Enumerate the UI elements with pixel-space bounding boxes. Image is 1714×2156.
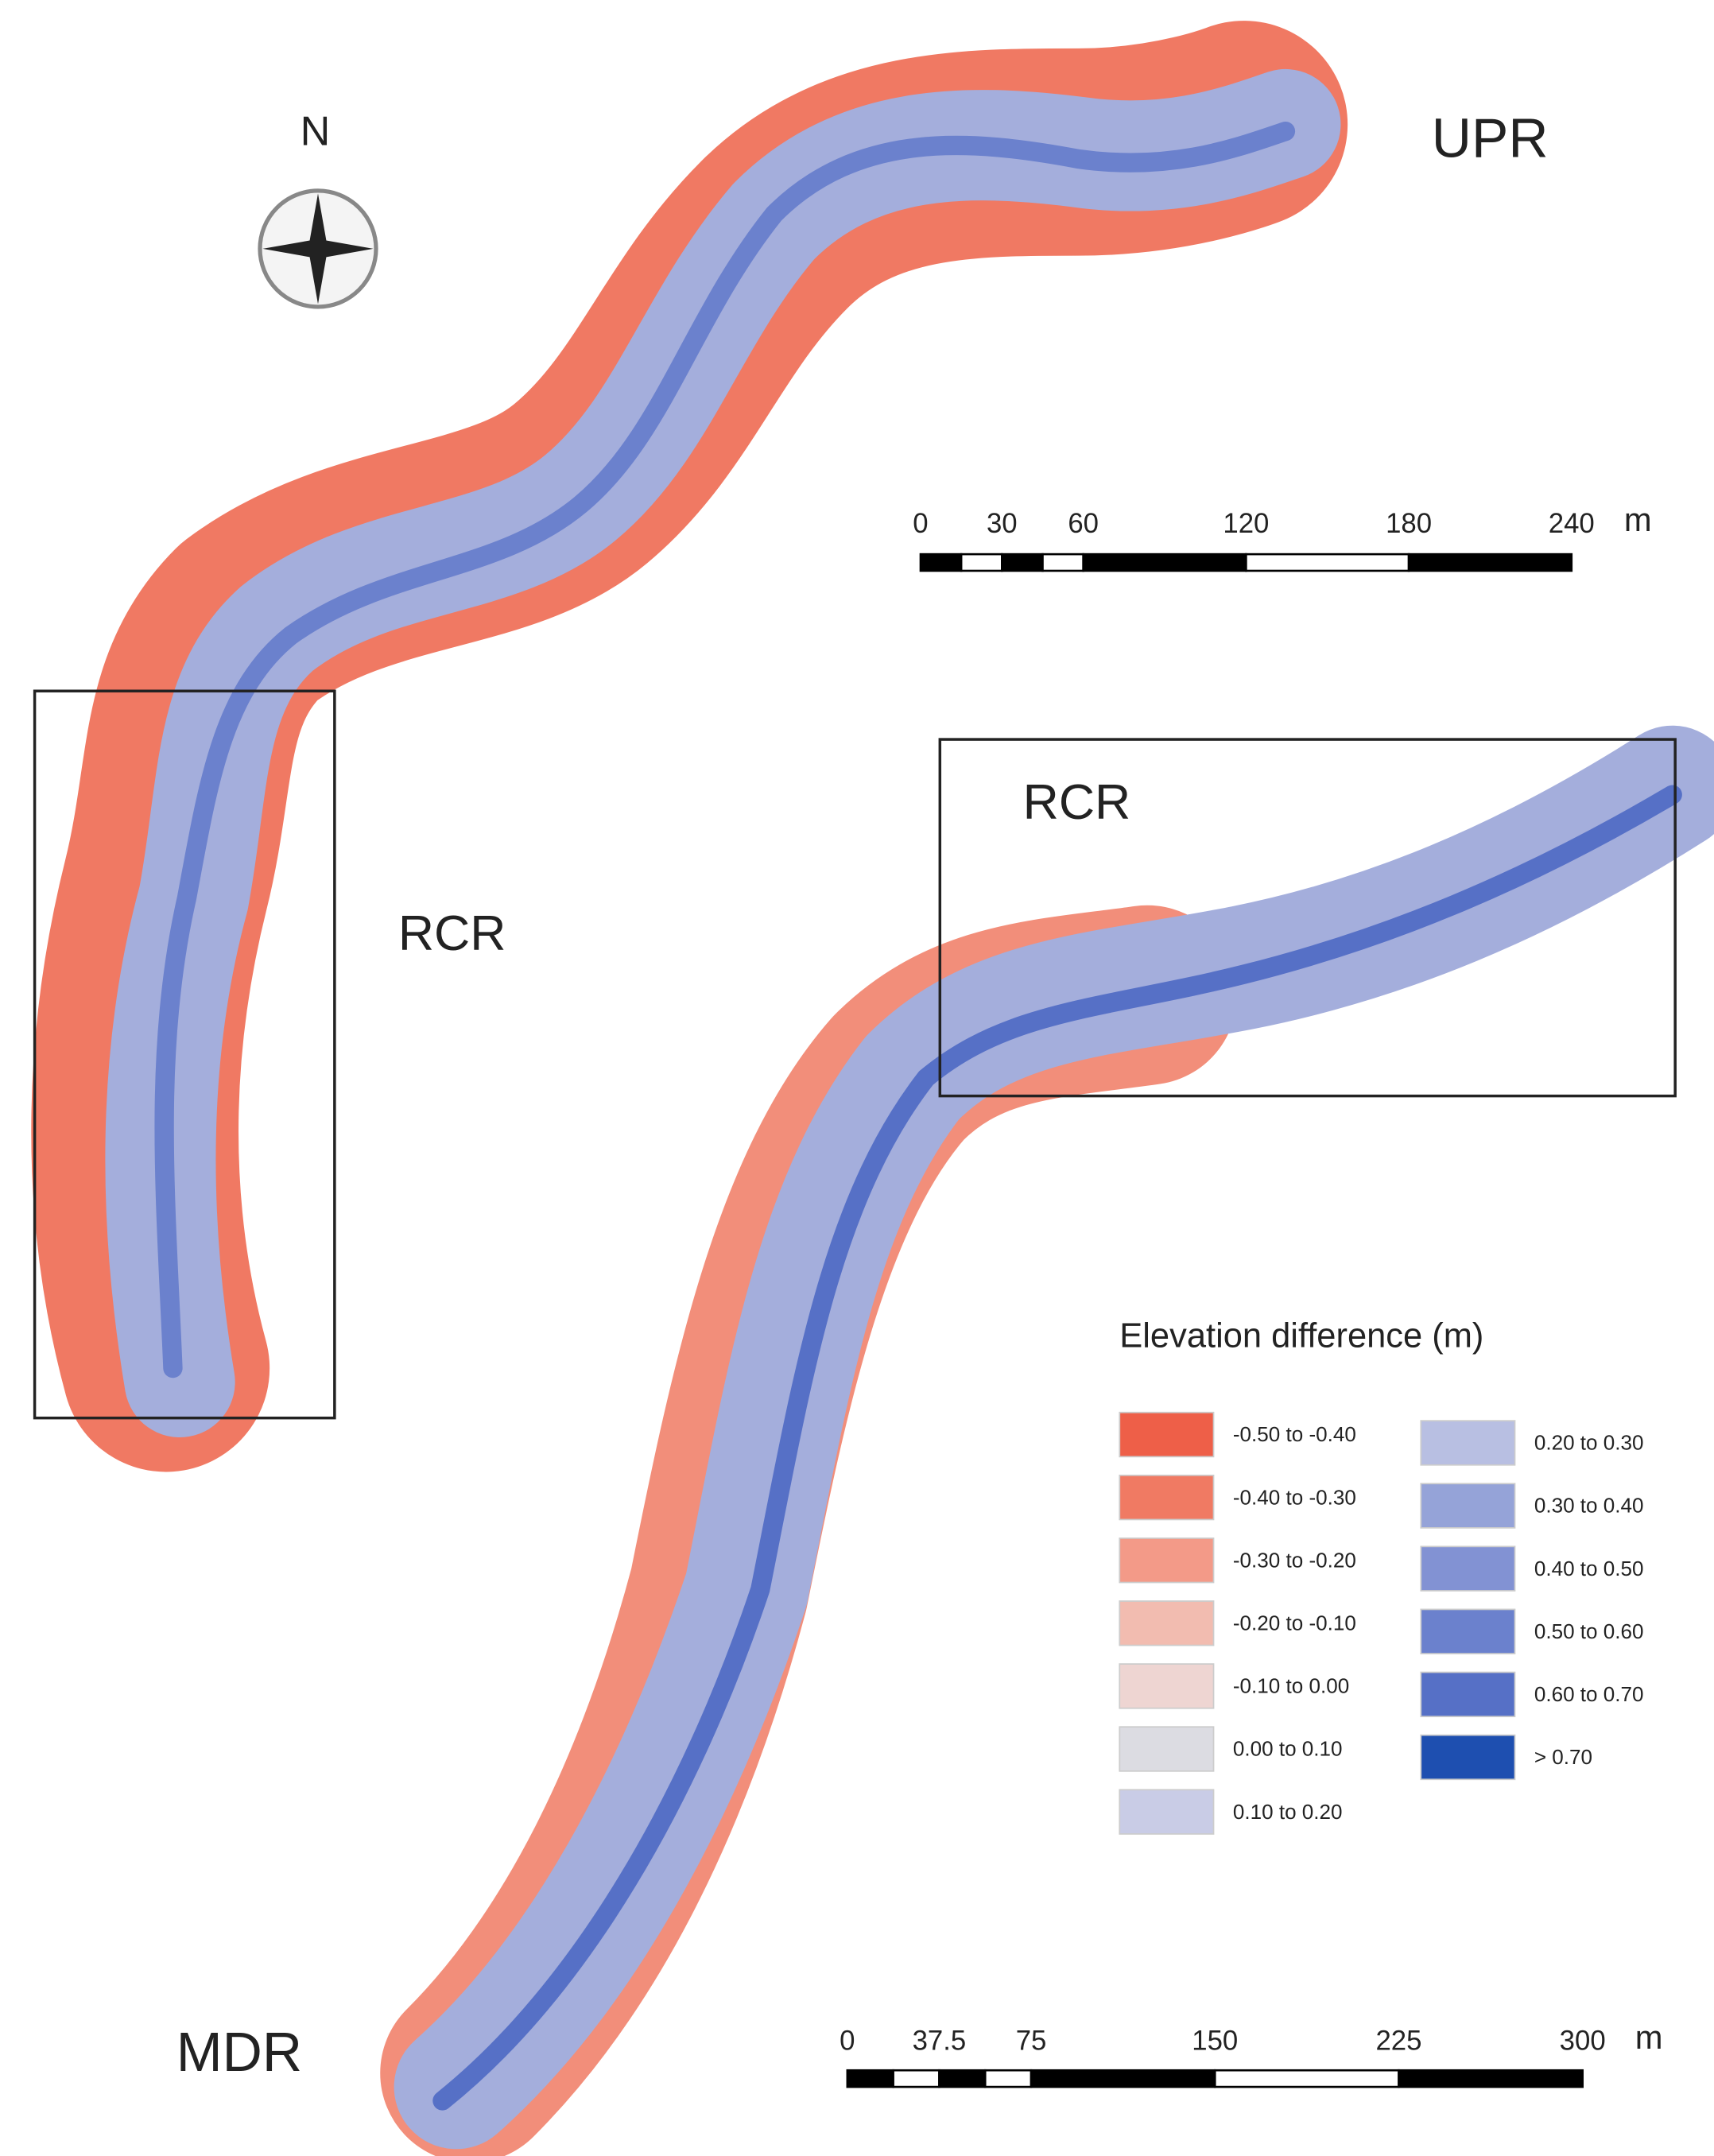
legend-label: -0.40 to -0.30 bbox=[1233, 1485, 1356, 1509]
legend-swatch bbox=[1119, 1663, 1215, 1709]
scale-tick-label: 37.5 bbox=[913, 2026, 967, 2057]
scale-bar-segment bbox=[960, 553, 1003, 572]
legend-label: -0.20 to -0.10 bbox=[1233, 1611, 1356, 1634]
reach-label: UPR bbox=[1432, 107, 1549, 169]
legend-swatch bbox=[1420, 1608, 1516, 1654]
legend-label: 0.30 to 0.40 bbox=[1534, 1494, 1644, 1518]
upper-reach-channel bbox=[105, 68, 1341, 1437]
legend-label: > 0.70 bbox=[1534, 1745, 1592, 1769]
scale-tick-label: 0 bbox=[840, 2026, 855, 2057]
legend-swatch bbox=[1119, 1789, 1215, 1835]
scale-bar-segment bbox=[892, 2069, 940, 2088]
scale-tick-label: 300 bbox=[1560, 2026, 1606, 2057]
scale-bar-segment bbox=[1030, 2069, 1216, 2088]
scale-tick-label: 240 bbox=[1549, 509, 1595, 539]
scale-bar-segment bbox=[1001, 553, 1044, 572]
compass bbox=[258, 188, 378, 309]
scale-tick-label: 75 bbox=[1016, 2026, 1047, 2057]
scale-bar-segment bbox=[846, 2069, 894, 2088]
lower-reach-thalweg bbox=[432, 785, 1682, 2111]
scale-bar-segment bbox=[1407, 553, 1573, 572]
scale-tick-label: 120 bbox=[1223, 509, 1269, 539]
reach-label: RCR bbox=[398, 905, 506, 961]
scale-tick-label: 150 bbox=[1192, 2026, 1238, 2057]
scale-bar-segment bbox=[1398, 2069, 1584, 2088]
legend-label: -0.50 to -0.40 bbox=[1233, 1422, 1356, 1446]
legend-swatch bbox=[1420, 1420, 1516, 1466]
legend-label: 0.20 to 0.30 bbox=[1534, 1431, 1644, 1455]
legend-swatch bbox=[1420, 1734, 1516, 1781]
legend-swatch bbox=[1420, 1545, 1516, 1592]
legend-label: 0.60 to 0.70 bbox=[1534, 1682, 1644, 1706]
legend-swatch bbox=[1119, 1600, 1215, 1646]
scale-tick-label: 0 bbox=[913, 509, 928, 539]
legend-label: 0.00 to 0.10 bbox=[1233, 1737, 1343, 1761]
legend-swatch bbox=[1119, 1538, 1215, 1584]
river-map bbox=[31, 21, 1714, 2156]
rcr-box-right bbox=[938, 738, 1677, 1098]
legend-swatch bbox=[1119, 1726, 1215, 1772]
legend-label: -0.30 to -0.20 bbox=[1233, 1548, 1356, 1572]
legend-swatch bbox=[1119, 1474, 1215, 1521]
upper-reach-thalweg bbox=[154, 121, 1296, 1379]
legend-label: -0.10 to 0.00 bbox=[1233, 1674, 1349, 1698]
legend-title: Elevation difference (m) bbox=[1119, 1316, 1483, 1355]
scale-bar-segment bbox=[983, 2069, 1033, 2088]
scale-tick-label: 180 bbox=[1386, 509, 1432, 539]
rcr-box-left bbox=[33, 689, 336, 1420]
scale-bar-segment bbox=[1082, 553, 1247, 572]
scale-tick-label: 30 bbox=[987, 509, 1018, 539]
scale-unit: m bbox=[1635, 2018, 1663, 2056]
scale-bar-segment bbox=[919, 553, 963, 572]
scale-tick-label: 60 bbox=[1068, 509, 1099, 539]
scale-bar-segment bbox=[938, 2069, 987, 2088]
reach-label: MDR bbox=[176, 2021, 302, 2083]
north-label: N bbox=[301, 108, 331, 154]
generated: 0 30 60 120 180 240 m 0 37.5 75 150 225 300 m -0.50 to… bbox=[840, 501, 1663, 2088]
scale-tick-label: 225 bbox=[1375, 2026, 1421, 2057]
legend-swatch bbox=[1420, 1483, 1516, 1529]
scale-unit: m bbox=[1624, 501, 1652, 538]
legend-label: 0.50 to 0.60 bbox=[1534, 1619, 1644, 1643]
legend-label: 0.10 to 0.20 bbox=[1233, 1800, 1343, 1824]
scale-bar-segment bbox=[1041, 553, 1084, 572]
reach-label: RCR bbox=[1023, 774, 1131, 830]
legend-label: 0.40 to 0.50 bbox=[1534, 1557, 1644, 1580]
legend-swatch bbox=[1420, 1671, 1516, 1718]
scale-bar-segment bbox=[1213, 2069, 1400, 2088]
scale-bar-segment bbox=[1245, 553, 1410, 572]
legend-swatch bbox=[1119, 1411, 1215, 1458]
